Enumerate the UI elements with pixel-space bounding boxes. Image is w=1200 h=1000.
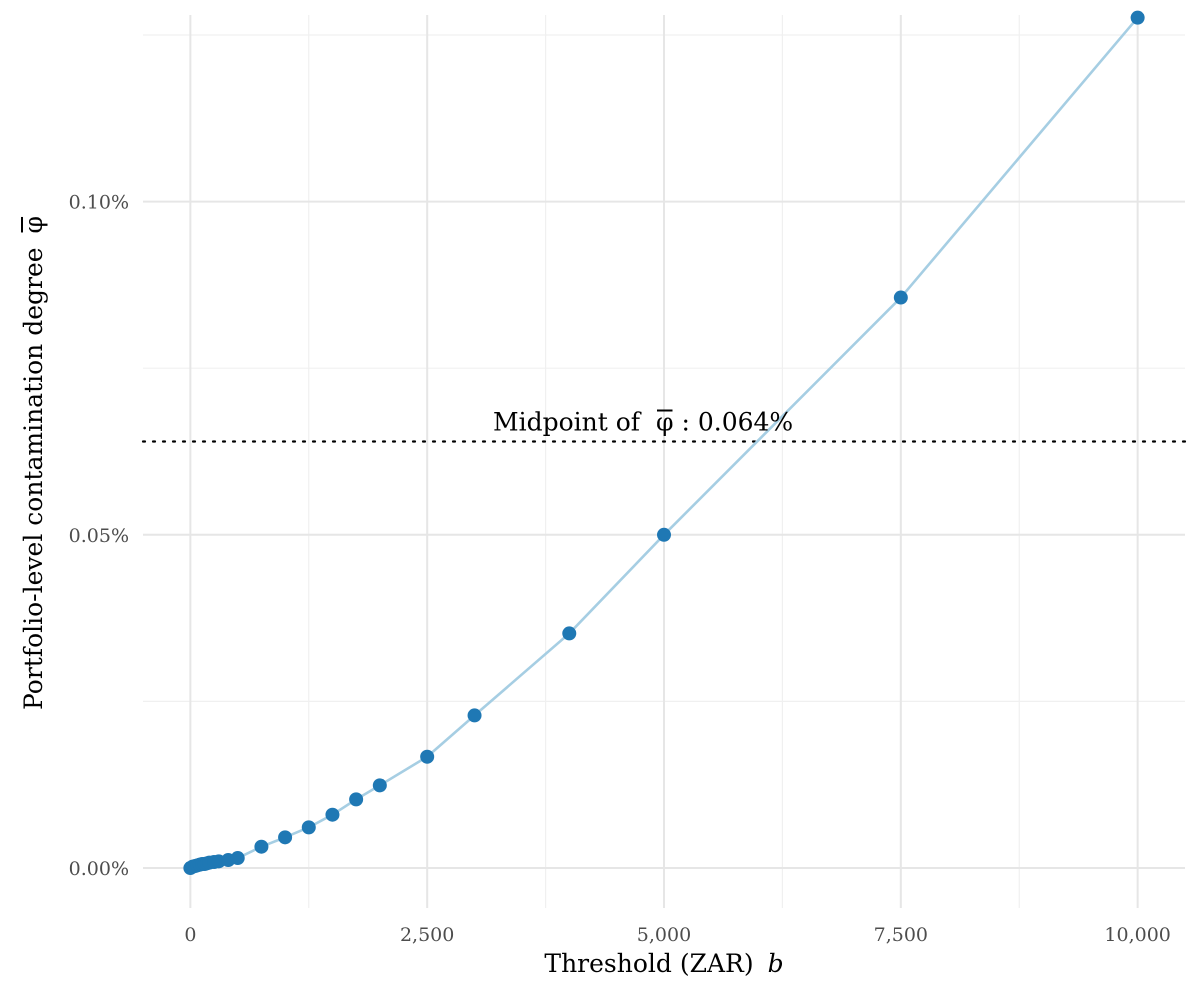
data-point bbox=[254, 839, 269, 854]
data-point bbox=[278, 830, 293, 845]
data-point bbox=[301, 820, 316, 835]
midpoint-label-value: : 0.064% bbox=[681, 408, 793, 437]
x-tick-label: 7,500 bbox=[874, 924, 928, 946]
data-point bbox=[562, 626, 577, 641]
x-axis-title: Threshold (ZAR) b bbox=[544, 949, 783, 978]
data-point bbox=[420, 749, 435, 764]
y-axis-title-text: Portfolio-level contamination degree bbox=[19, 247, 48, 710]
x-tick-label: 0 bbox=[184, 924, 196, 946]
x-tick-label: 5,000 bbox=[637, 924, 691, 946]
y-tick-label: 0.10% bbox=[69, 192, 129, 214]
x-axis-title-variable: b bbox=[768, 949, 784, 978]
y-tick-label: 0.00% bbox=[69, 858, 129, 880]
data-point bbox=[1130, 10, 1145, 25]
data-point bbox=[467, 708, 482, 723]
y-tick-label: 0.05% bbox=[69, 525, 129, 547]
y-tick-labels: 0.00% 0.05% 0.10% bbox=[69, 192, 129, 880]
x-tick-label: 10,000 bbox=[1104, 924, 1170, 946]
x-tick-labels: 0 2,500 5,000 7,500 10,000 bbox=[184, 924, 1171, 946]
x-axis-title-text: Threshold (ZAR) bbox=[544, 949, 753, 978]
midpoint-label-prefix: Midpoint of bbox=[493, 408, 642, 437]
midpoint-annotation: Midpoint of φ : 0.064% bbox=[493, 408, 793, 437]
data-point bbox=[893, 290, 908, 305]
data-point bbox=[349, 792, 364, 807]
y-axis-title: Portfolio-level contamination degree φ bbox=[19, 216, 48, 710]
data-point bbox=[325, 807, 340, 822]
data-point bbox=[372, 778, 387, 793]
y-axis-title-symbol: φ bbox=[19, 216, 48, 234]
data-point bbox=[657, 527, 671, 542]
series-group bbox=[183, 10, 1145, 876]
midpoint-label-symbol: φ bbox=[656, 408, 674, 437]
data-point bbox=[230, 851, 245, 866]
x-tick-label: 2,500 bbox=[400, 924, 454, 946]
grid-major bbox=[143, 15, 1185, 908]
y-axis-title-group: Portfolio-level contamination degree φ bbox=[19, 216, 48, 710]
